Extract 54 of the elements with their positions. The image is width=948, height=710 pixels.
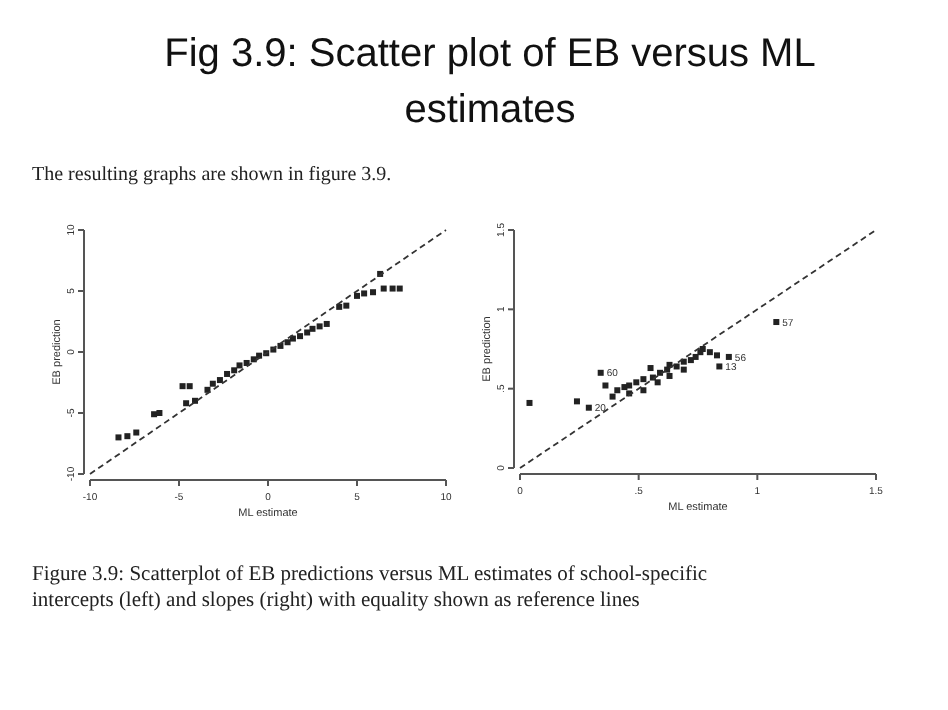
point xyxy=(680,366,687,373)
point xyxy=(183,400,190,407)
point xyxy=(716,363,723,370)
point xyxy=(687,357,694,364)
point xyxy=(361,290,368,297)
point xyxy=(654,379,661,386)
point xyxy=(585,404,592,411)
point xyxy=(626,382,633,389)
point xyxy=(602,382,609,389)
point xyxy=(323,320,330,327)
point xyxy=(316,323,323,330)
point xyxy=(640,376,647,383)
point xyxy=(186,383,193,390)
point xyxy=(666,372,673,379)
caption: Figure 3.9: Scatterplot of EB predictions versus ML estimates of school-specific intercepts (left) and slopes (right) with equality shown as reference lines xyxy=(32,564,708,612)
point xyxy=(336,303,343,310)
point xyxy=(179,383,186,390)
point xyxy=(573,398,580,405)
point xyxy=(209,380,216,387)
point xyxy=(389,285,396,292)
point xyxy=(713,352,720,359)
point xyxy=(236,362,243,369)
point xyxy=(673,363,680,370)
point xyxy=(380,285,387,292)
point xyxy=(706,349,713,356)
point xyxy=(633,379,640,386)
point xyxy=(297,333,304,340)
point xyxy=(343,302,350,309)
point xyxy=(396,285,403,292)
chart-subtitle: The resulting graphs are shown in figure 3.9. xyxy=(32,164,392,186)
point xyxy=(115,434,122,441)
point xyxy=(354,292,360,299)
point xyxy=(124,433,131,440)
point xyxy=(680,358,687,365)
point xyxy=(231,367,238,374)
point xyxy=(725,353,732,360)
point xyxy=(609,393,616,400)
point xyxy=(156,410,163,416)
point xyxy=(597,369,604,376)
point xyxy=(640,387,647,394)
point xyxy=(289,335,296,342)
point xyxy=(216,377,223,384)
point xyxy=(692,353,699,360)
chart-title: Fig 3.9: Scatter plot of EB versus ML estimates xyxy=(164,32,816,132)
point xyxy=(647,365,654,372)
point xyxy=(304,329,311,336)
point xyxy=(614,387,621,394)
point xyxy=(224,370,231,377)
point xyxy=(133,429,140,436)
point xyxy=(284,339,291,346)
point xyxy=(526,399,533,406)
point xyxy=(370,289,377,296)
point xyxy=(773,319,780,326)
point xyxy=(309,325,316,332)
